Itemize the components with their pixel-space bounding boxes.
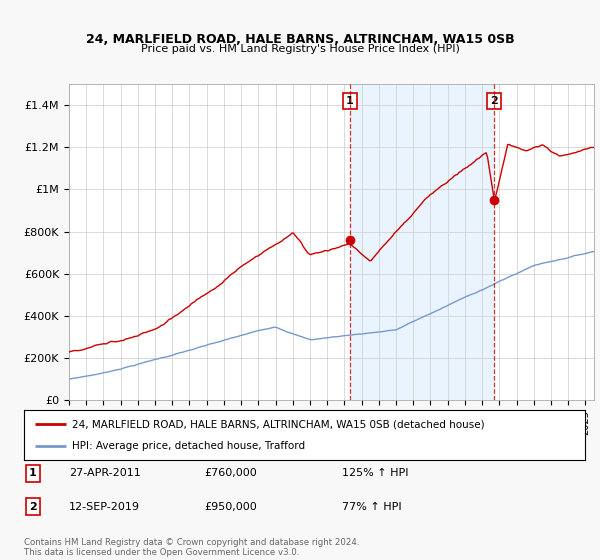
Text: 12-SEP-2019: 12-SEP-2019: [69, 502, 140, 512]
Text: 2: 2: [29, 502, 37, 512]
Text: 1: 1: [346, 96, 354, 106]
Text: £950,000: £950,000: [204, 502, 257, 512]
Text: 125% ↑ HPI: 125% ↑ HPI: [342, 468, 409, 478]
Text: £760,000: £760,000: [204, 468, 257, 478]
Text: 2: 2: [490, 96, 498, 106]
Text: 1: 1: [29, 468, 37, 478]
Text: 24, MARLFIELD ROAD, HALE BARNS, ALTRINCHAM, WA15 0SB (detached house): 24, MARLFIELD ROAD, HALE BARNS, ALTRINCH…: [71, 419, 484, 429]
Text: HPI: Average price, detached house, Trafford: HPI: Average price, detached house, Traf…: [71, 441, 305, 451]
Bar: [350, 84, 494, 400]
Text: 24, MARLFIELD ROAD, HALE BARNS, ALTRINCHAM, WA15 0SB: 24, MARLFIELD ROAD, HALE BARNS, ALTRINCH…: [86, 32, 514, 46]
Text: 27-APR-2011: 27-APR-2011: [69, 468, 141, 478]
Text: Contains HM Land Registry data © Crown copyright and database right 2024.
This d: Contains HM Land Registry data © Crown c…: [24, 538, 359, 557]
Text: Price paid vs. HM Land Registry's House Price Index (HPI): Price paid vs. HM Land Registry's House …: [140, 44, 460, 54]
Text: 77% ↑ HPI: 77% ↑ HPI: [342, 502, 401, 512]
